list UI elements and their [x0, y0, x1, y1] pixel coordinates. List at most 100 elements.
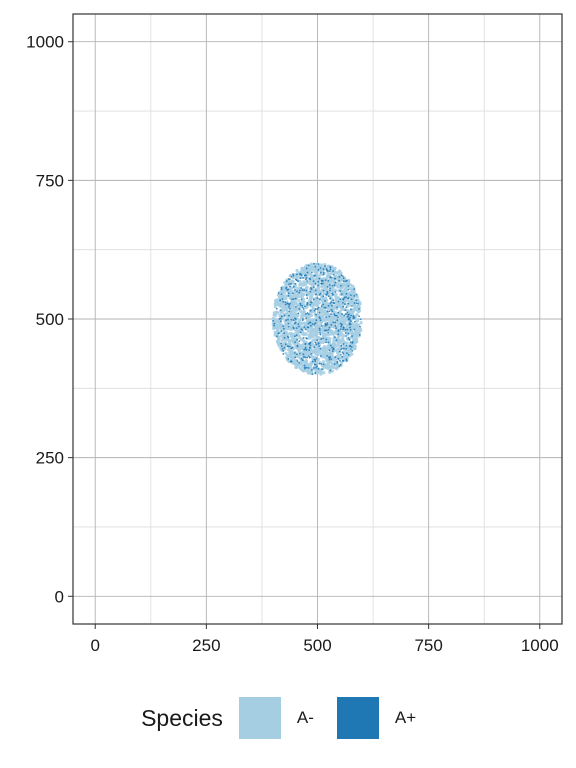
point-a-plus — [306, 312, 309, 314]
point-a-plus — [345, 335, 347, 337]
point-a-minus — [311, 267, 316, 271]
point-a-minus — [296, 293, 300, 297]
point-a-plus — [275, 307, 278, 310]
point-a-minus — [347, 330, 351, 334]
point-a-plus — [359, 318, 362, 321]
point-a-plus — [342, 327, 345, 329]
point-a-plus — [281, 298, 284, 300]
point-a-plus — [346, 311, 349, 314]
point-a-minus — [338, 309, 342, 313]
point-a-minus — [304, 340, 308, 344]
point-a-plus — [349, 326, 351, 329]
point-a-plus — [337, 316, 340, 319]
y-tick-label: 1000 — [26, 33, 64, 52]
point-a-plus — [307, 367, 310, 369]
point-a-plus — [353, 288, 356, 291]
point-a-plus — [332, 299, 335, 302]
point-a-plus — [339, 359, 341, 362]
point-a-plus — [347, 332, 350, 335]
point-a-plus — [329, 276, 332, 278]
point-a-minus — [304, 286, 308, 290]
point-a-plus — [302, 337, 305, 339]
point-a-minus — [300, 363, 304, 367]
point-a-minus — [346, 299, 350, 303]
point-a-minus — [289, 312, 293, 316]
point-a-minus — [285, 294, 289, 298]
point-a-plus — [287, 292, 290, 295]
point-a-minus — [275, 300, 279, 304]
point-a-plus — [309, 286, 312, 289]
point-a-plus — [308, 313, 310, 316]
point-a-plus — [304, 328, 307, 331]
point-a-minus — [319, 352, 323, 356]
point-a-plus — [314, 360, 317, 362]
point-a-minus — [321, 360, 326, 364]
point-a-plus — [331, 310, 334, 313]
point-a-minus — [326, 317, 330, 321]
point-a-minus — [311, 307, 315, 311]
point-a-minus — [294, 308, 298, 313]
point-a-plus — [300, 287, 303, 289]
point-a-minus — [300, 268, 304, 272]
point-a-minus — [295, 365, 299, 369]
point-a-plus — [300, 298, 303, 301]
point-a-plus — [357, 302, 359, 305]
point-a-plus — [283, 346, 286, 349]
point-a-plus — [309, 303, 312, 306]
point-a-minus — [340, 332, 344, 336]
point-a-minus — [348, 350, 353, 354]
point-a-minus — [312, 332, 317, 337]
point-a-plus — [327, 279, 330, 282]
point-a-plus — [350, 298, 353, 301]
point-a-plus — [344, 332, 347, 334]
point-a-minus — [307, 363, 311, 367]
point-a-plus — [292, 326, 295, 329]
point-a-minus — [322, 371, 326, 375]
point-a-minus — [324, 349, 328, 353]
point-a-plus — [340, 344, 343, 347]
point-a-plus — [296, 345, 299, 348]
point-a-plus — [298, 340, 301, 343]
point-a-minus — [328, 281, 333, 285]
point-a-plus — [327, 331, 330, 334]
point-a-plus — [295, 273, 298, 276]
point-a-plus — [272, 319, 275, 322]
point-a-plus — [294, 356, 297, 359]
point-a-minus — [353, 346, 357, 351]
point-a-plus — [341, 313, 343, 315]
point-a-plus — [284, 303, 287, 306]
point-a-plus — [339, 298, 342, 301]
point-a-minus — [355, 305, 359, 309]
point-a-minus — [315, 270, 319, 274]
point-a-plus — [300, 357, 303, 360]
point-a-plus — [301, 319, 304, 322]
point-a-minus — [310, 310, 315, 314]
point-a-minus — [295, 268, 299, 273]
point-a-minus — [356, 299, 360, 303]
point-a-minus — [301, 314, 305, 318]
point-a-plus — [342, 298, 344, 301]
point-a-minus — [355, 318, 360, 322]
point-a-plus — [355, 293, 358, 296]
point-a-plus — [328, 326, 331, 329]
point-a-minus — [288, 353, 292, 357]
point-a-minus — [331, 365, 336, 369]
point-a-plus — [342, 359, 345, 362]
point-a-minus — [280, 316, 284, 321]
point-a-plus — [334, 314, 337, 317]
point-a-minus — [308, 282, 313, 286]
point-a-plus — [342, 352, 345, 355]
point-a-plus — [309, 341, 312, 344]
point-a-minus — [345, 341, 349, 345]
point-a-plus — [290, 282, 292, 285]
point-a-plus — [284, 301, 287, 304]
point-a-plus — [322, 273, 325, 276]
point-a-plus — [324, 265, 326, 268]
point-a-minus — [295, 303, 300, 308]
point-a-minus — [306, 329, 310, 333]
point-a-minus — [340, 360, 344, 365]
point-a-minus — [311, 304, 315, 308]
point-a-minus — [317, 287, 321, 291]
point-a-plus — [305, 267, 308, 270]
point-a-plus — [310, 353, 312, 355]
